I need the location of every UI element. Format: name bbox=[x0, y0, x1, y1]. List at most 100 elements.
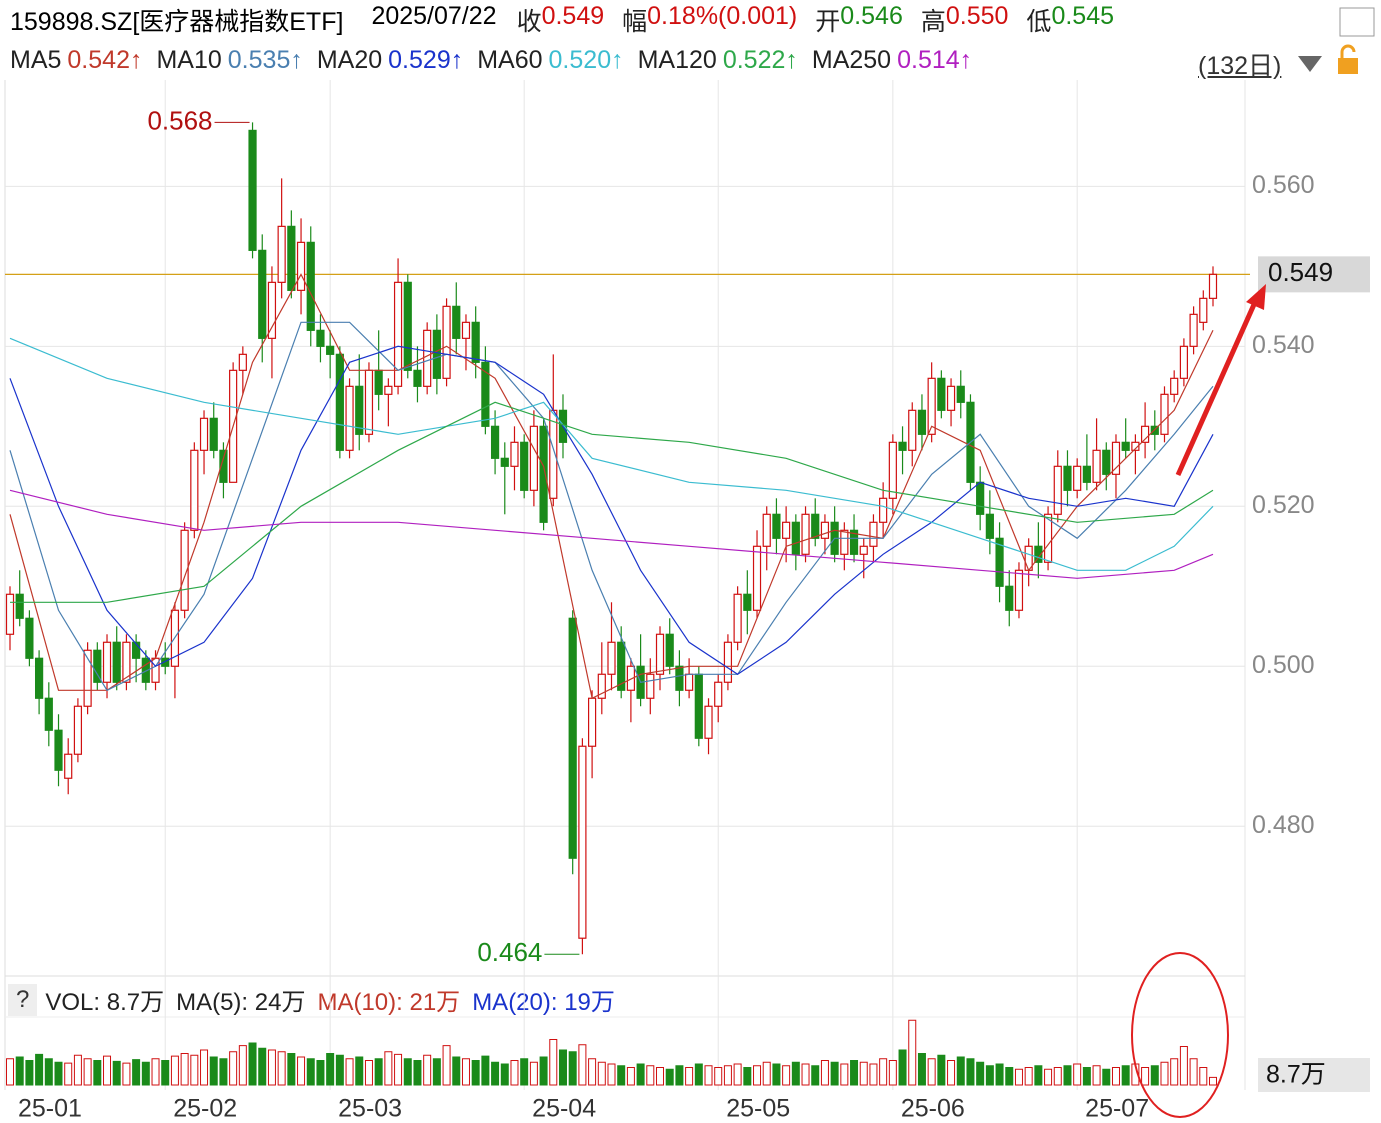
volume-bar bbox=[898, 1049, 907, 1086]
candle-body bbox=[529, 425, 538, 491]
y-tick-label: 0.480 bbox=[1252, 811, 1315, 839]
candle-body bbox=[490, 425, 500, 459]
candle-body bbox=[539, 425, 548, 523]
lock-icon[interactable] bbox=[1338, 58, 1358, 74]
candle-body bbox=[723, 641, 733, 683]
month-label: 25-07 bbox=[1085, 1095, 1149, 1123]
candle-body bbox=[306, 241, 315, 331]
volume-bar bbox=[355, 1056, 364, 1086]
month-label: 25-02 bbox=[173, 1095, 237, 1123]
volume-bar bbox=[558, 1049, 567, 1086]
volume-bar bbox=[6, 1058, 14, 1086]
volume-bar bbox=[1209, 1076, 1217, 1086]
volume-bar bbox=[25, 1060, 34, 1086]
volume-bar bbox=[132, 1059, 141, 1086]
volume-legend-item: MA(5): 24万 bbox=[176, 989, 306, 1016]
volume-bar bbox=[1092, 1065, 1101, 1086]
help-button[interactable]: ? bbox=[8, 983, 38, 1016]
candle-body bbox=[1034, 545, 1043, 563]
candle-body bbox=[995, 537, 1004, 587]
field-value: 0.550 bbox=[945, 2, 1009, 30]
volume-bar bbox=[985, 1065, 994, 1086]
volume-bar bbox=[1121, 1065, 1130, 1086]
candle-body bbox=[908, 409, 917, 451]
volume-bar bbox=[258, 1047, 267, 1086]
volume-bar bbox=[287, 1053, 296, 1086]
candle-body bbox=[180, 529, 189, 611]
ma-value: 0.522↑ bbox=[722, 46, 798, 74]
candle-body bbox=[248, 129, 257, 251]
volume-bar bbox=[209, 1056, 218, 1086]
ma-name: MA10 bbox=[156, 46, 222, 74]
volume-bar bbox=[161, 1060, 170, 1086]
volume-legend-item: MA(20): 19万 bbox=[472, 989, 615, 1016]
volume-bar bbox=[335, 1054, 344, 1086]
y-tick-label: 0.520 bbox=[1252, 491, 1315, 519]
candle-body bbox=[733, 593, 742, 643]
volume-bar bbox=[1005, 1067, 1014, 1086]
volume-legend-item: MA(10): 21万 bbox=[317, 989, 461, 1016]
volume-bar bbox=[597, 1061, 606, 1086]
y-tick-label: 0.500 bbox=[1252, 651, 1315, 679]
field-value: 0.545 bbox=[1051, 2, 1114, 30]
volume-bar bbox=[403, 1058, 412, 1086]
candle-body bbox=[471, 321, 480, 363]
last-price-box bbox=[1258, 256, 1370, 293]
candle-body bbox=[772, 513, 781, 539]
volume-bar bbox=[461, 1058, 470, 1086]
candle-body bbox=[15, 593, 24, 619]
candle-body bbox=[1082, 465, 1091, 483]
volume-bar bbox=[888, 1060, 897, 1086]
candle-body bbox=[665, 633, 674, 667]
ma-name: MA20 bbox=[316, 46, 383, 74]
ma-line bbox=[9, 345, 1214, 676]
candle-body bbox=[597, 673, 606, 699]
candle-body bbox=[500, 457, 509, 467]
candle-body bbox=[423, 329, 432, 387]
volume-bar bbox=[995, 1063, 1004, 1086]
candle-body bbox=[626, 665, 636, 691]
ma-legend: MA5 0.542↑ MA10 0.535↑ MA20 0.529↑ MA60 0.520↑ M… bbox=[10, 46, 1281, 80]
volume-bar bbox=[491, 1061, 500, 1086]
candle-body bbox=[578, 745, 587, 939]
volume-bar bbox=[326, 1053, 335, 1086]
volume-bar bbox=[1141, 1067, 1150, 1086]
volume-bar bbox=[549, 1039, 558, 1086]
volume-bar bbox=[733, 1063, 742, 1086]
volume-bar bbox=[394, 1053, 403, 1086]
field-label: 开 bbox=[815, 8, 841, 36]
icon[interactable] bbox=[1339, 7, 1375, 37]
candle-body bbox=[1160, 393, 1169, 435]
period[interactable]: (132日) bbox=[1198, 52, 1282, 80]
volume-bar bbox=[510, 1060, 519, 1086]
volume-bar bbox=[830, 1061, 839, 1086]
candle-body bbox=[820, 521, 830, 539]
header-line: 159898.SZ[医疗器械指数ETF] 2025/07/22 收 0.549 幅 0.1… bbox=[10, 2, 1132, 38]
volume-bar bbox=[646, 1065, 655, 1086]
candle-body bbox=[568, 617, 577, 859]
candle-body bbox=[481, 361, 490, 427]
candle-body bbox=[452, 305, 461, 339]
volume-bar bbox=[219, 1058, 228, 1086]
candle-body bbox=[898, 441, 907, 451]
ma-value: 0.535↑ bbox=[227, 46, 303, 74]
volume-bar bbox=[966, 1058, 975, 1086]
candle-body bbox=[442, 305, 451, 379]
volume-bar bbox=[229, 1051, 238, 1086]
dropdown-arrow[interactable] bbox=[1298, 56, 1322, 72]
volume-bar bbox=[35, 1053, 44, 1086]
candle-body bbox=[782, 521, 791, 539]
candle-body bbox=[25, 617, 34, 659]
volume-bar bbox=[607, 1063, 616, 1086]
candle-body bbox=[267, 281, 277, 339]
candle-body bbox=[364, 369, 374, 435]
candle-body bbox=[122, 641, 131, 683]
volume-bar bbox=[1131, 1063, 1140, 1086]
volume-legend-item: VOL: 8.7万 bbox=[45, 989, 165, 1016]
candle-body bbox=[1053, 465, 1062, 515]
volume-bar bbox=[200, 1049, 209, 1086]
candle-body bbox=[985, 513, 994, 539]
volume-bar bbox=[306, 1058, 315, 1086]
volume-bar bbox=[1150, 1065, 1159, 1086]
